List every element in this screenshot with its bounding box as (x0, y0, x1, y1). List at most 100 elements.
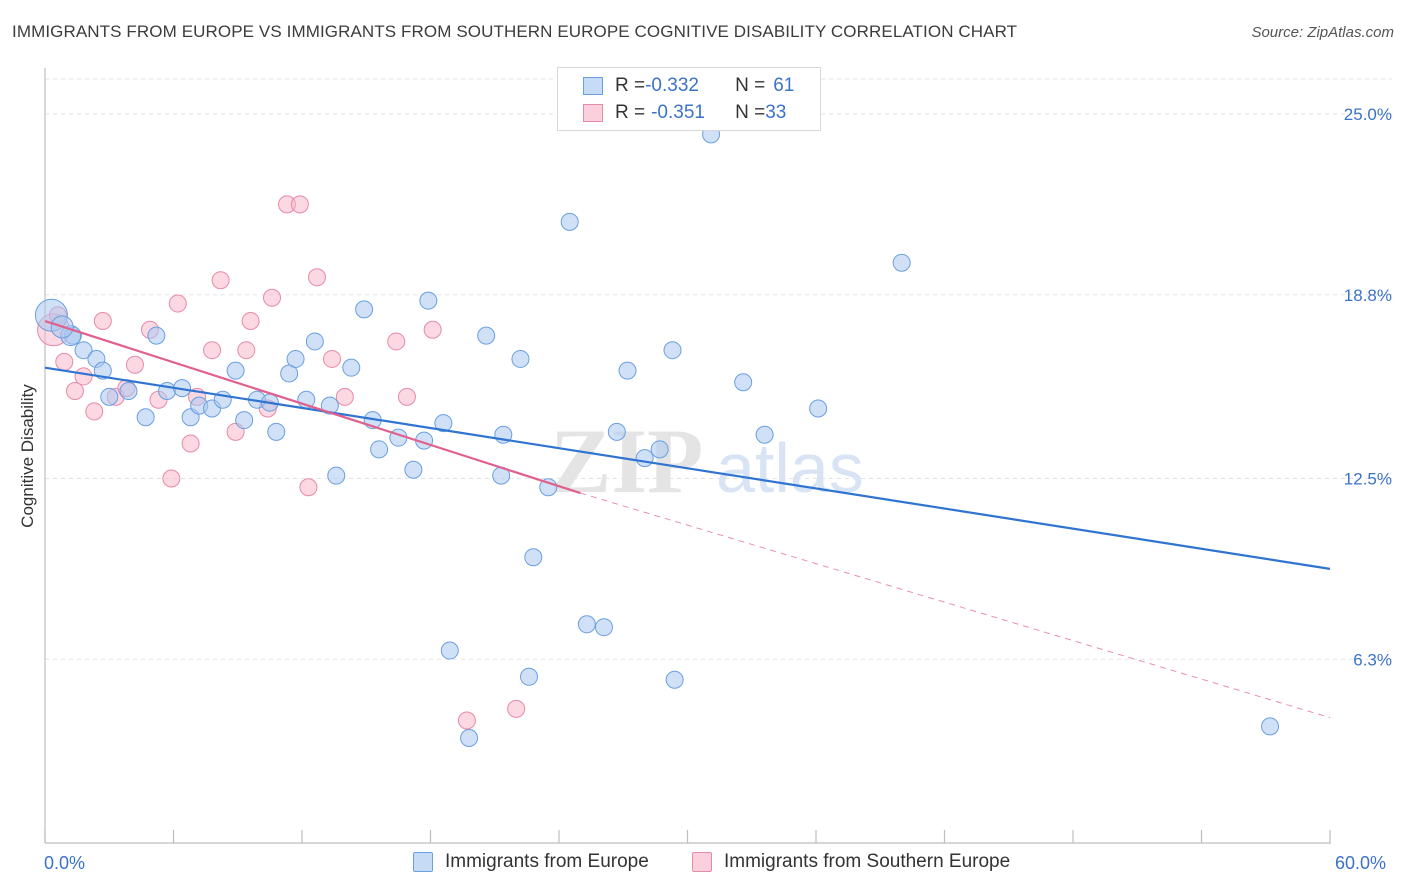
point-southern-europe (74, 367, 93, 386)
point-southern-europe (507, 699, 526, 718)
point-europe (607, 422, 626, 441)
trend-lines (44, 319, 1331, 719)
point-europe (1261, 717, 1280, 736)
point-southern-europe (423, 320, 442, 339)
point-europe (809, 399, 828, 418)
point-europe (267, 422, 286, 441)
n-value-southern-europe: 33 (765, 102, 787, 123)
point-southern-europe (168, 294, 187, 313)
point-europe (734, 373, 753, 392)
point-europe (100, 387, 119, 406)
point-europe (226, 361, 245, 380)
bottom-legend: Immigrants from Europe Immigrants from S… (0, 851, 1406, 879)
point-southern-europe (322, 349, 341, 368)
point-europe (663, 341, 682, 360)
point-europe (560, 212, 579, 231)
source-label: Source: ZipAtlas.com (1251, 24, 1394, 41)
point-europe (342, 358, 361, 377)
point-europe (419, 291, 438, 310)
point-southern-europe (397, 387, 416, 406)
legend-item-europe[interactable]: Immigrants from Europe (413, 851, 649, 873)
chart-title: IMMIGRANTS FROM EUROPE VS IMMIGRANTS FRO… (12, 22, 1018, 41)
y-tick-labels: 6.3% 12.5% 18.8% 25.0% (1344, 105, 1392, 669)
n-value-europe: 61 (773, 75, 795, 96)
point-southern-europe (290, 195, 309, 214)
point-southern-europe (55, 352, 74, 371)
y-tick-label: 6.3% (1353, 650, 1392, 669)
point-europe (370, 440, 389, 459)
point-southern-europe (125, 355, 144, 374)
point-europe (136, 408, 155, 427)
point-europe (305, 332, 324, 351)
point-europe (147, 326, 166, 345)
stats-row-southern-europe: R = -0.351 N = 33 (558, 100, 786, 126)
y-tick-label: 12.5% (1344, 469, 1392, 488)
point-southern-europe (181, 434, 200, 453)
legend-item-southern-europe[interactable]: Immigrants from Southern Europe (692, 851, 1010, 873)
point-europe (119, 382, 138, 401)
point-europe (74, 341, 93, 360)
legend-swatch-southern-europe (692, 852, 712, 872)
point-southern-europe (65, 382, 84, 401)
stats-legend: R = -0.332 N = 61 R = -0.351 N = 33 (557, 67, 821, 131)
legend-swatch-europe (413, 852, 433, 872)
axes (44, 68, 1331, 844)
point-southern-europe (457, 711, 476, 730)
point-southern-europe (299, 478, 318, 497)
point-southern-europe (241, 312, 260, 331)
point-europe (440, 641, 459, 660)
swatch-europe (583, 77, 603, 95)
point-southern-europe (387, 332, 406, 351)
point-europe (511, 349, 530, 368)
point-europe (577, 615, 596, 634)
stats-row-europe: R = -0.332 N = 61 (558, 73, 794, 99)
point-europe (618, 361, 637, 380)
point-southern-europe (93, 312, 112, 331)
point-europe (594, 618, 613, 637)
point-southern-europe (203, 341, 222, 360)
legend-label-europe: Immigrants from Europe (445, 851, 649, 872)
r-value-europe: -0.332 (645, 75, 699, 96)
legend-label-southern-europe: Immigrants from Southern Europe (724, 851, 1011, 872)
watermark-atlas: atlas (716, 429, 864, 507)
point-southern-europe (211, 271, 230, 290)
r-label: R = (615, 102, 646, 123)
point-europe (650, 440, 669, 459)
y-axis-label: Cognitive Disability (18, 384, 37, 528)
watermark-zip: ZIP (550, 410, 703, 512)
point-europe (434, 414, 453, 433)
r-label: R = (615, 75, 646, 96)
x-tick-label-min: 0.0% (44, 853, 86, 873)
r-value-southern-europe: -0.351 (651, 102, 705, 123)
point-europe (235, 411, 254, 430)
point-europe (320, 396, 339, 415)
point-southern-europe (263, 288, 282, 307)
point-europe (635, 449, 654, 468)
n-label: N = (735, 102, 766, 123)
trend-line-southern-europe (44, 319, 581, 495)
point-europe (755, 425, 774, 444)
point-europe (892, 253, 911, 272)
point-europe (404, 460, 423, 479)
point-europe (477, 326, 496, 345)
point-europe (286, 349, 305, 368)
swatch-southern-europe (583, 104, 603, 122)
x-tick-label-max: 60.0% (1335, 853, 1387, 873)
trend-line-europe (44, 366, 1331, 570)
grid-lines (45, 78, 1392, 660)
point-europe (460, 729, 479, 748)
point-southern-europe (237, 341, 256, 360)
point-southern-europe (162, 469, 181, 488)
n-label: N = (735, 75, 766, 96)
trend-line-southern-europe-extrapolated (580, 492, 1331, 719)
y-tick-label: 18.8% (1344, 286, 1392, 305)
watermark: ZIP atlas (550, 410, 864, 512)
point-europe (355, 300, 374, 319)
point-europe (327, 466, 346, 485)
point-southern-europe (307, 268, 326, 287)
y-tick-label: 25.0% (1344, 105, 1392, 124)
point-europe (665, 670, 684, 689)
point-europe (93, 361, 112, 380)
point-europe (524, 548, 543, 567)
